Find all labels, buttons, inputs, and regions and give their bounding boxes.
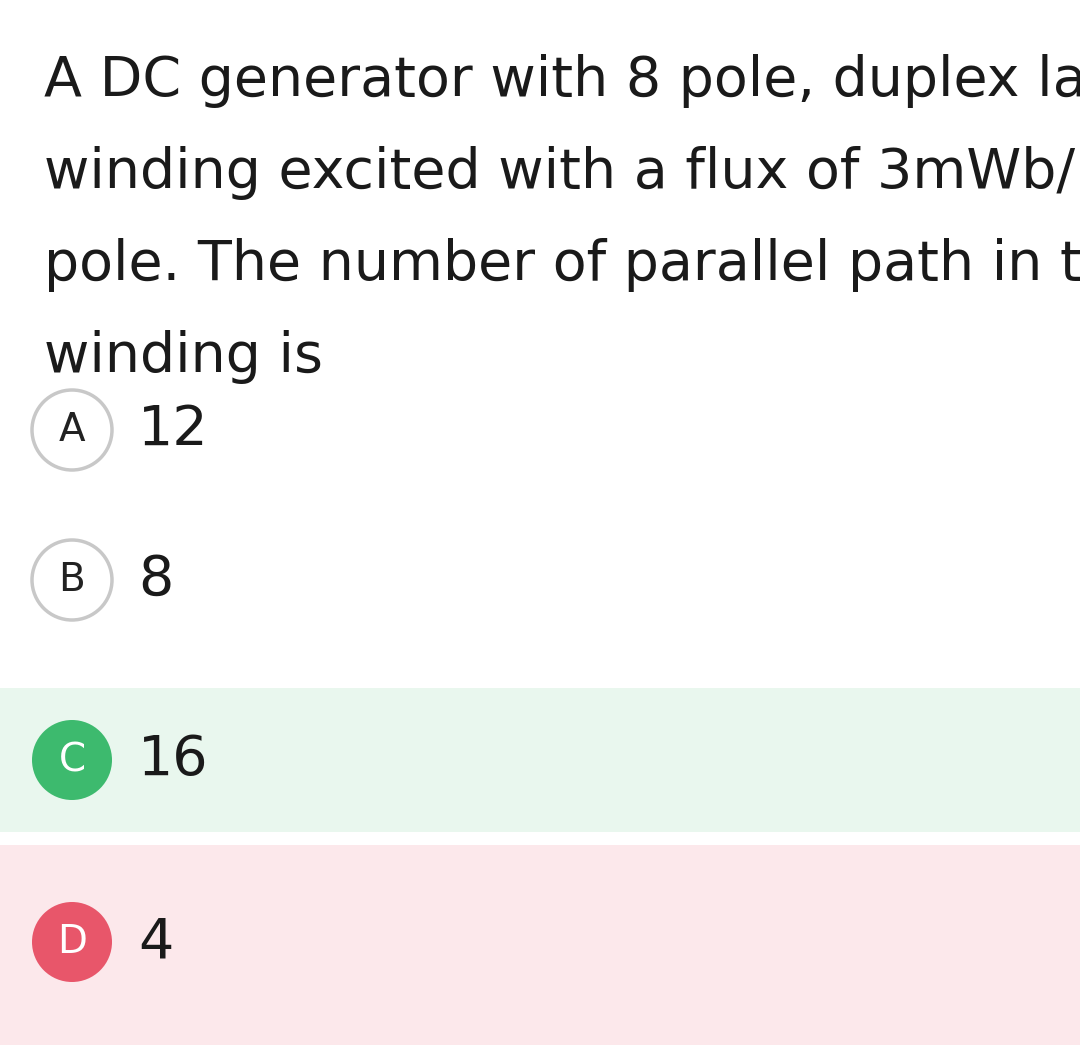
Text: 4: 4 <box>138 915 174 969</box>
Circle shape <box>32 902 112 982</box>
Bar <box>0 845 1080 1045</box>
Circle shape <box>32 390 112 470</box>
Bar <box>0 688 1080 832</box>
Text: winding is: winding is <box>44 330 323 384</box>
Text: A DC generator with 8 pole, duplex lap: A DC generator with 8 pole, duplex lap <box>44 54 1080 108</box>
Text: 16: 16 <box>138 733 208 787</box>
Text: C: C <box>58 741 85 779</box>
Text: D: D <box>57 923 86 961</box>
Text: 12: 12 <box>138 403 208 457</box>
Text: winding excited with a flux of 3mWb/: winding excited with a flux of 3mWb/ <box>44 146 1075 200</box>
Text: 8: 8 <box>138 553 173 607</box>
Text: pole. The number of parallel path in the: pole. The number of parallel path in the <box>44 238 1080 292</box>
Text: B: B <box>58 561 85 599</box>
Circle shape <box>32 540 112 620</box>
Circle shape <box>32 720 112 800</box>
Text: A: A <box>58 411 85 449</box>
